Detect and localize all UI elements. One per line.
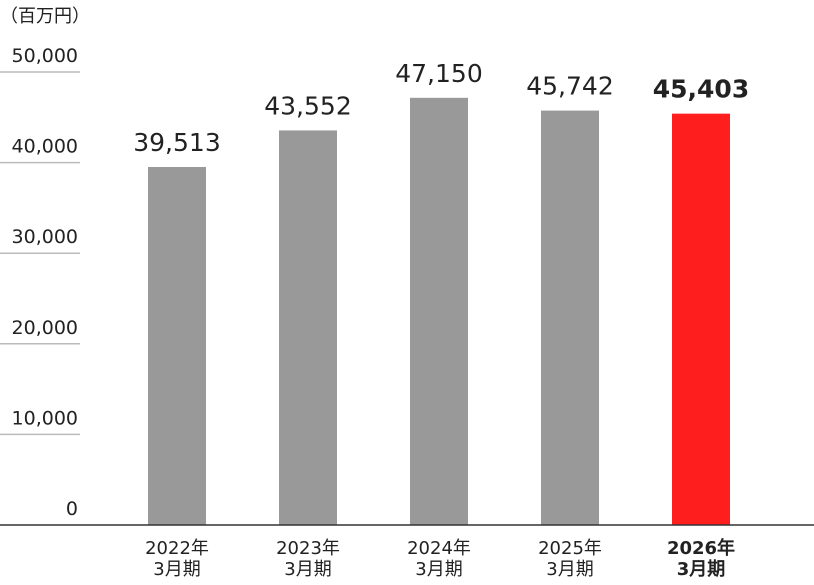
bar [410,97,468,526]
value-label: 39,513 [133,128,220,157]
bar [148,167,206,526]
y-tick-label: 50,000 [12,45,78,67]
value-label: 43,552 [264,91,351,120]
x-tick-label: 2026年 3月期 [666,538,736,580]
value-label: 47,150 [395,59,482,88]
x-tick-label: 2022年 3月期 [145,538,209,580]
unit-label: （百万円） [0,6,90,27]
x-tick-label: 2023年 3月期 [276,538,340,580]
value-label: 45,742 [526,72,613,101]
value-label: 45,403 [653,75,749,104]
x-tick-label: 2025年 3月期 [538,538,602,580]
y-tick-label: 0 [66,498,78,520]
bar [279,130,337,525]
y-tick-label: 40,000 [12,136,78,158]
y-tick-label: 10,000 [12,407,78,429]
bar [541,110,599,525]
bar [672,113,730,526]
y-tick-label: 20,000 [12,317,78,339]
x-tick-label: 2024年 3月期 [407,538,471,580]
y-tick-label: 30,000 [12,226,78,248]
